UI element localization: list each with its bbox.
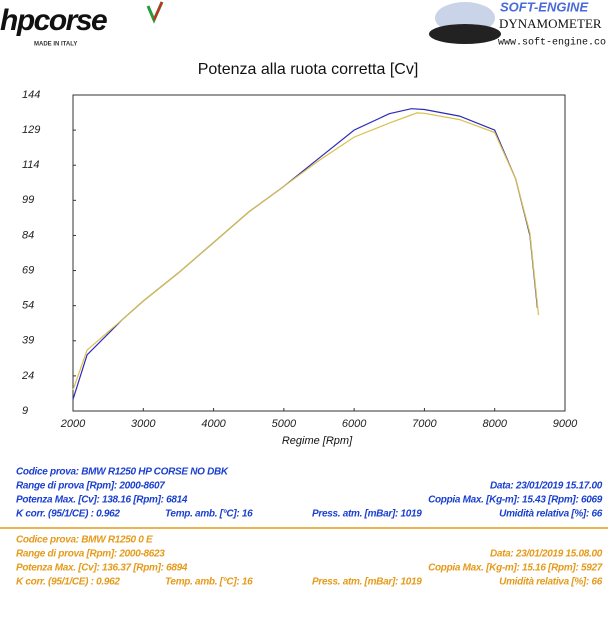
info-panel: Codice prova: BMW R1250 HP CORSE NO DBK R… <box>16 467 603 588</box>
y-tick-label: 84 <box>22 229 34 241</box>
partner-logo: SOFT-ENGINE DYNAMOMETER www.soft-engine.… <box>429 0 606 49</box>
data-line <box>72 112 540 391</box>
x-tick-label: 3000 <box>131 418 156 430</box>
partner-name: SOFT-ENGINE <box>500 0 588 14</box>
y-tick-label: 129 <box>22 124 40 136</box>
info-text: Data: 23/01/2019 15.08.00 <box>490 549 603 560</box>
info-text: Temp. amb. [°C]: 16 <box>165 577 253 588</box>
x-tick-label: 4000 <box>201 418 226 430</box>
y-tick-label: 9 <box>22 405 28 417</box>
info-text: K corr. (95/1/CE) : 0.962 <box>16 509 120 520</box>
info-text: Range di prova [Rpm]: 2000-8607 <box>16 481 165 492</box>
info-text: Coppia Max. [Kg-m]: 15.43 [Rpm]: 6069 <box>428 495 603 506</box>
x-tick-label: 8000 <box>482 418 507 430</box>
info-text: Potenza Max. [Cv]: 136.37 [Rpm]: 6894 <box>16 563 188 574</box>
data-line <box>72 108 538 400</box>
info-text: Data: 23/01/2019 15.17.00 <box>490 481 603 492</box>
partner-line: DYNAMOMETER <box>499 16 602 31</box>
x-tick-label: 6000 <box>342 418 367 430</box>
info-text: Temp. amb. [°C]: 16 <box>165 509 253 520</box>
x-tick-label: 2000 <box>60 418 86 430</box>
y-tick-label: 24 <box>21 370 34 382</box>
info-text: Umidità relativa [%]: 66 <box>499 577 603 588</box>
info-text: Press. atm. [mBar]: 1019 <box>312 577 422 588</box>
brand-mark <box>153 1 163 21</box>
x-tick-label: 5000 <box>272 418 297 430</box>
info-text: K corr. (95/1/CE) : 0.962 <box>16 577 120 588</box>
info-text: Range di prova [Rpm]: 2000-8623 <box>16 549 165 560</box>
brand-logo: hpcorse MADE IN ITALY <box>0 1 164 48</box>
chart-title: Potenza alla ruota corretta [Cv] <box>198 61 419 78</box>
info-text: Umidità relativa [%]: 66 <box>499 509 603 520</box>
y-tick-label: 99 <box>22 194 34 206</box>
info-text: Potenza Max. [Cv]: 138.16 [Rpm]: 6814 <box>16 495 188 506</box>
y-tick-label: 144 <box>22 89 40 101</box>
y-tick-label: 114 <box>22 159 40 171</box>
x-tick-label: 7000 <box>412 418 437 430</box>
info-text: Codice prova: BMW R1250 0 E <box>16 535 153 546</box>
plot: 9 24 39 54 69 84 99 114 129 144 2000 3000 4000 5000 60… <box>21 89 578 430</box>
plot-frame <box>72 94 566 412</box>
x-tick-label: 9000 <box>553 418 578 430</box>
info-text: Codice prova: BMW R1250 HP CORSE NO DBK <box>16 467 229 478</box>
y-tick-label: 39 <box>22 335 34 347</box>
x-axis-label: Regime [Rpm] <box>282 435 353 447</box>
y-tick-label: 54 <box>22 300 34 312</box>
partner-url: www.soft-engine.co <box>498 37 606 49</box>
info-text: Coppia Max. [Kg-m]: 15.16 [Rpm]: 5927 <box>428 563 603 574</box>
info-text: Press. atm. [mBar]: 1019 <box>312 509 422 520</box>
brand-tagline: MADE IN ITALY <box>34 42 77 48</box>
brand-name: hpcorse <box>0 4 107 37</box>
partner-emblem <box>429 24 501 44</box>
y-tick-label: 69 <box>22 264 34 276</box>
